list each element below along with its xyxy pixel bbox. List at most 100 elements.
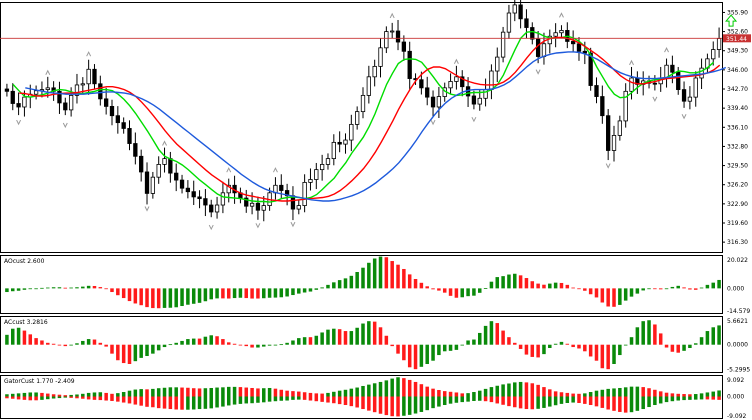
candle[interactable] xyxy=(687,96,693,102)
candle[interactable] xyxy=(629,77,634,92)
candle[interactable] xyxy=(530,27,535,40)
candle[interactable] xyxy=(489,70,494,90)
candle[interactable] xyxy=(104,98,109,107)
candle[interactable] xyxy=(570,41,576,45)
candle[interactable] xyxy=(390,30,395,33)
candle[interactable] xyxy=(448,81,453,89)
candle[interactable] xyxy=(582,50,587,54)
candle[interactable] xyxy=(430,96,436,108)
candle[interactable] xyxy=(203,198,208,206)
candle[interactable] xyxy=(209,204,214,213)
candle[interactable] xyxy=(337,141,342,145)
candle[interactable] xyxy=(144,171,150,194)
candle[interactable] xyxy=(197,196,202,200)
candle[interactable] xyxy=(86,68,91,85)
candle[interactable] xyxy=(506,12,512,33)
candle[interactable] xyxy=(314,169,319,180)
candle[interactable] xyxy=(670,64,675,73)
candle[interactable] xyxy=(244,197,249,207)
candle[interactable] xyxy=(495,56,500,72)
candle[interactable] xyxy=(249,202,255,207)
candle[interactable] xyxy=(366,76,371,96)
candle[interactable] xyxy=(681,89,687,102)
candle[interactable] xyxy=(45,87,50,90)
candle[interactable] xyxy=(699,67,704,79)
candle[interactable] xyxy=(319,164,325,171)
candle[interactable] xyxy=(22,96,27,108)
candle[interactable] xyxy=(74,84,80,96)
candle[interactable] xyxy=(407,50,412,79)
candle[interactable] xyxy=(127,128,132,144)
candle[interactable] xyxy=(524,18,529,28)
candle[interactable] xyxy=(284,190,290,197)
candle[interactable] xyxy=(500,31,506,58)
candle[interactable] xyxy=(168,158,173,174)
candle[interactable] xyxy=(109,106,115,117)
candle[interactable] xyxy=(139,155,144,173)
candle[interactable] xyxy=(162,158,167,165)
candle[interactable] xyxy=(16,103,21,108)
candle[interactable] xyxy=(553,32,558,37)
candle[interactable] xyxy=(220,192,226,206)
candle[interactable] xyxy=(541,43,547,57)
candle[interactable] xyxy=(360,94,366,113)
candle[interactable] xyxy=(436,96,442,108)
candle[interactable] xyxy=(623,90,628,122)
candle[interactable] xyxy=(611,135,617,151)
candle[interactable] xyxy=(121,122,126,129)
candle[interactable] xyxy=(401,41,407,52)
candle[interactable] xyxy=(460,76,465,88)
candle[interactable] xyxy=(676,71,681,90)
candle[interactable] xyxy=(378,47,383,67)
candle[interactable] xyxy=(384,31,389,49)
candle[interactable] xyxy=(343,139,348,145)
candle[interactable] xyxy=(594,85,599,97)
candle[interactable] xyxy=(156,164,161,178)
candle[interactable] xyxy=(372,65,377,78)
candle[interactable] xyxy=(331,141,336,160)
candle[interactable] xyxy=(98,83,103,100)
candle[interactable] xyxy=(588,52,593,86)
candle[interactable] xyxy=(711,49,716,60)
candle[interactable] xyxy=(63,102,68,111)
candle[interactable] xyxy=(279,184,284,191)
candle[interactable] xyxy=(174,172,179,181)
candle[interactable] xyxy=(133,143,138,157)
candle[interactable] xyxy=(255,202,261,211)
candle[interactable] xyxy=(302,181,307,206)
candle[interactable] xyxy=(261,205,266,211)
candle[interactable] xyxy=(33,90,39,95)
candle[interactable] xyxy=(68,94,74,111)
candle[interactable] xyxy=(652,82,658,85)
candle[interactable] xyxy=(559,30,564,34)
candle[interactable] xyxy=(92,68,97,85)
candle[interactable] xyxy=(214,204,220,213)
candle[interactable] xyxy=(325,158,331,165)
candle[interactable] xyxy=(606,115,611,151)
candle[interactable] xyxy=(716,38,722,50)
candle[interactable] xyxy=(576,43,582,52)
candle[interactable] xyxy=(600,96,605,117)
candle[interactable] xyxy=(355,111,360,125)
candle[interactable] xyxy=(185,187,191,193)
candle[interactable] xyxy=(471,95,477,105)
candle[interactable] xyxy=(693,77,698,98)
candle[interactable] xyxy=(4,88,10,92)
candle[interactable] xyxy=(535,38,541,57)
candle[interactable] xyxy=(115,115,120,124)
candle[interactable] xyxy=(419,79,424,89)
candle[interactable] xyxy=(454,76,459,82)
candle[interactable] xyxy=(512,4,517,14)
candle[interactable] xyxy=(425,87,430,98)
candle[interactable] xyxy=(477,97,482,105)
candle[interactable] xyxy=(308,179,313,183)
candle[interactable] xyxy=(191,191,196,198)
candle[interactable] xyxy=(296,205,301,210)
candle[interactable] xyxy=(226,184,231,194)
candle[interactable] xyxy=(150,176,156,194)
candle[interactable] xyxy=(395,30,401,43)
candle[interactable] xyxy=(617,120,622,136)
candle[interactable] xyxy=(80,83,85,86)
candle[interactable] xyxy=(10,90,15,104)
